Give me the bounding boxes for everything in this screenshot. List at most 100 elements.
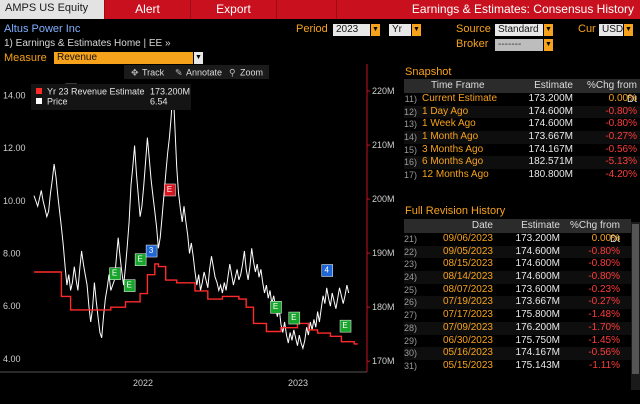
revision-row[interactable]: 22) 09/05/2023 174.600M -0.80% [404, 245, 631, 259]
revision-date[interactable]: 08/07/2023 [442, 283, 493, 295]
revision-row[interactable]: 25) 08/07/2023 173.600M -0.23% [404, 283, 631, 297]
revision-date[interactable]: 07/19/2023 [442, 296, 493, 308]
left-axis: 14.00 12.00 10.00 8.00 6.00 4.00 [3, 91, 26, 364]
snapshot-row[interactable]: 15) 3 Months Ago 174.167M -0.56% [404, 143, 640, 157]
revision-row[interactable]: 24) 08/14/2023 174.600M -0.80% [404, 271, 631, 284]
chg-value: -1.48% [588, 309, 620, 321]
revision-row[interactable]: 26) 07/19/2023 173.667M -0.27% [404, 296, 631, 310]
snapshot-row[interactable]: 17) 12 Months Ago 180.800M -4.20% [404, 169, 640, 182]
header-date: Date [471, 220, 493, 231]
left-tick-label: 6.00 [3, 301, 21, 311]
marker-label: E [126, 281, 131, 290]
row-number: 21) [404, 234, 418, 244]
event-marker[interactable]: E [109, 267, 121, 280]
chart-toolbar: ✥ Track ✎ Annotate ⚲ Zoom [124, 65, 269, 79]
right-tick-label: 190M [372, 248, 395, 258]
broker-select[interactable]: ------- ▼ [495, 39, 553, 51]
left-tick-label: 10.00 [3, 196, 26, 206]
period-label: Period [296, 23, 328, 35]
revision-date[interactable]: 07/09/2023 [442, 321, 493, 333]
marker-label: E [342, 321, 347, 330]
row-number: 28) [404, 322, 418, 333]
export-button[interactable]: Export [190, 0, 276, 19]
snapshot-row[interactable]: 13) 1 Week Ago 174.600M -0.80% [404, 118, 640, 132]
revision-row[interactable]: 28) 07/09/2023 176.200M -1.70% [404, 321, 631, 335]
x-label-2022: 2022 [133, 378, 153, 388]
alert-button[interactable]: Alert [104, 0, 190, 19]
event-marker[interactable]: E [270, 300, 282, 314]
header-chg: %Chg from Dt [569, 220, 620, 245]
chart-background [0, 64, 400, 404]
period-type-select[interactable]: Yr ▼ [389, 24, 421, 36]
revision-row[interactable]: 30) 05/16/2023 174.167M -0.56% [404, 347, 631, 360]
snapshot-row[interactable]: 12) 1 Day Ago 174.600M -0.80% [404, 105, 640, 119]
revision-row[interactable]: 21) 09/06/2023 173.200M 0.00% [404, 233, 631, 246]
event-marker[interactable]: E [288, 311, 301, 325]
event-marker[interactable]: 3 [145, 244, 158, 258]
marker-box [109, 267, 121, 280]
legend-background [31, 84, 191, 110]
time-frame-label[interactable]: 1 Week Ago [422, 118, 476, 130]
event-marker[interactable]: E [164, 183, 176, 197]
period-select[interactable]: 2023 ▼ [333, 24, 380, 36]
revision-date[interactable]: 05/15/2023 [442, 359, 493, 371]
event-markers[interactable]: EEEE3EEE4E [65, 83, 352, 333]
revision-row[interactable]: 27) 07/17/2023 175.800M -1.48% [404, 309, 631, 322]
event-marker[interactable]: E [134, 253, 147, 266]
annotate-button[interactable]: Annotate [186, 68, 222, 78]
time-frame-label[interactable]: 12 Months Ago [422, 169, 489, 181]
revision-row[interactable]: 31) 05/15/2023 175.143M -1.11% [404, 359, 631, 373]
consensus-history-chart[interactable]: 14.00 12.00 10.00 8.00 6.00 4.00 220M 210M 200M… [0, 64, 400, 404]
header-row-2: 1) Earnings & Estimates Home | EE » Brok… [0, 37, 640, 51]
revision-row[interactable]: 23) 08/15/2023 174.600M -0.80% [404, 258, 631, 272]
toolbar-spacer [276, 0, 336, 19]
legend-swatch-price [36, 98, 42, 104]
revision-date[interactable]: 09/05/2023 [442, 245, 493, 257]
event-marker[interactable]: E [339, 319, 352, 333]
right-tick-label: 180M [372, 302, 395, 312]
track-button[interactable]: Track [142, 68, 165, 78]
estimate-value: 173.667M [515, 296, 560, 308]
zoom-button[interactable]: Zoom [240, 68, 263, 78]
revision-date[interactable]: 08/14/2023 [442, 271, 493, 283]
chevron-down-icon: ▼ [371, 24, 380, 36]
time-frame-label[interactable]: 1 Day Ago [422, 105, 469, 117]
time-frame-label[interactable]: Current Estimate [422, 93, 498, 104]
revision-date[interactable]: 07/17/2023 [442, 309, 493, 321]
revision-date[interactable]: 09/06/2023 [442, 233, 493, 244]
chg-value: -0.27% [588, 296, 620, 308]
time-frame-label[interactable]: 6 Months Ago [422, 156, 484, 168]
row-number: 30) [404, 348, 418, 359]
estimate-series-line [34, 263, 358, 345]
breadcrumb[interactable]: 1) Earnings & Estimates Home | EE » [4, 38, 171, 49]
chevron-down-icon: ▼ [544, 39, 553, 51]
chevron-down-icon: ▼ [544, 24, 553, 36]
measure-select[interactable]: Revenue ▼ [54, 52, 203, 64]
right-tick-label: 210M [372, 140, 395, 150]
chg-value: -0.56% [605, 143, 637, 155]
revision-scrollbar[interactable] [631, 222, 640, 390]
marker-label: E [291, 313, 296, 322]
ticker-field[interactable]: AMPS US Equity [0, 0, 104, 19]
snapshot-row[interactable]: 11) Current Estimate 173.200M 0.00% [404, 93, 640, 106]
revision-date[interactable]: 06/30/2023 [442, 334, 493, 346]
chg-value: -4.20% [605, 169, 637, 181]
left-tick-label: 4.00 [3, 354, 21, 364]
scrollbar-thumb[interactable] [632, 224, 639, 374]
header-estimate: Estimate [521, 220, 560, 231]
source-select[interactable]: Standard ▼ [495, 24, 553, 36]
revision-date[interactable]: 05/16/2023 [442, 347, 493, 359]
event-marker[interactable]: E [123, 279, 136, 292]
revision-history-table: Date Estimate %Chg from Dt 21) 09/06/2023… [404, 219, 631, 373]
event-marker[interactable]: 4 [321, 264, 333, 277]
revision-row[interactable]: 29) 06/30/2023 175.750M -1.45% [404, 334, 631, 348]
chg-value: 0.00% [591, 233, 620, 244]
x-label-2023: 2023 [288, 378, 308, 388]
time-frame-label[interactable]: 3 Months Ago [422, 143, 484, 155]
currency-select[interactable]: USD ▼ [599, 24, 633, 36]
snapshot-row[interactable]: 14) 1 Month Ago 173.667M -0.27% [404, 131, 640, 144]
revision-date[interactable]: 08/15/2023 [442, 258, 493, 270]
snapshot-row[interactable]: 16) 6 Months Ago 182.571M -5.13% [404, 156, 640, 170]
time-frame-label[interactable]: 1 Month Ago [422, 131, 479, 143]
zoom-icon: ⚲ [229, 68, 236, 78]
